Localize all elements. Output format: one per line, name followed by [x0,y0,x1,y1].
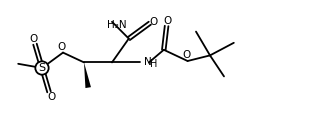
Text: N: N [144,57,152,67]
Text: O: O [150,17,158,27]
Polygon shape [84,62,91,88]
Text: O: O [29,34,37,44]
Text: O: O [164,15,172,25]
Text: S: S [38,63,45,73]
Text: H: H [150,59,157,69]
Text: O: O [57,42,65,52]
Text: O: O [47,92,55,102]
Text: H₂N: H₂N [107,20,127,30]
Text: O: O [182,50,191,60]
